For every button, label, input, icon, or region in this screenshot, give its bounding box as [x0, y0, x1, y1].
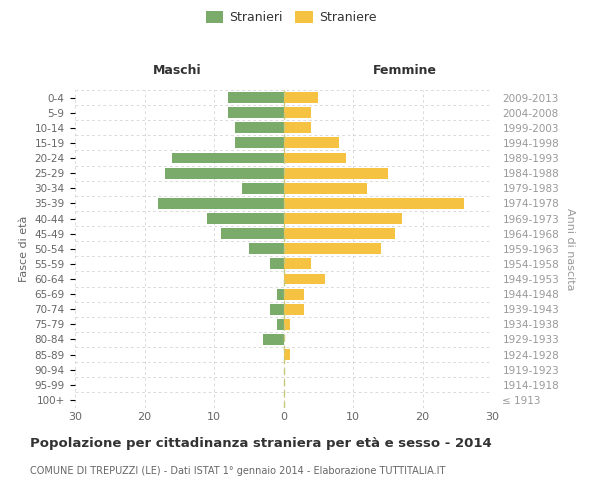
Bar	[284, 319, 290, 330]
Text: Maschi: Maschi	[152, 64, 202, 78]
Bar	[249, 244, 284, 254]
Bar	[284, 183, 367, 194]
Bar	[284, 198, 464, 209]
Bar	[277, 288, 284, 300]
Bar	[172, 152, 284, 164]
Bar	[235, 122, 284, 133]
Text: Popolazione per cittadinanza straniera per età e sesso - 2014: Popolazione per cittadinanza straniera p…	[30, 438, 492, 450]
Bar	[284, 258, 311, 270]
Bar	[166, 168, 284, 178]
Bar	[242, 183, 284, 194]
Bar	[284, 152, 346, 164]
Bar	[277, 319, 284, 330]
Bar	[284, 228, 395, 239]
Bar	[284, 304, 304, 314]
Bar	[269, 258, 284, 270]
Bar	[263, 334, 284, 345]
Bar	[228, 92, 284, 103]
Bar	[284, 213, 401, 224]
Bar	[284, 244, 381, 254]
Bar	[284, 92, 318, 103]
Y-axis label: Fasce di età: Fasce di età	[19, 216, 29, 282]
Bar	[158, 198, 284, 209]
Bar	[284, 107, 311, 118]
Bar	[284, 138, 339, 148]
Y-axis label: Anni di nascita: Anni di nascita	[565, 208, 575, 290]
Bar	[207, 213, 284, 224]
Bar	[284, 274, 325, 284]
Bar	[284, 349, 290, 360]
Bar	[235, 138, 284, 148]
Bar	[284, 288, 304, 300]
Bar	[221, 228, 284, 239]
Bar	[284, 168, 388, 178]
Bar	[284, 122, 311, 133]
Text: COMUNE DI TREPUZZI (LE) - Dati ISTAT 1° gennaio 2014 - Elaborazione TUTTITALIA.I: COMUNE DI TREPUZZI (LE) - Dati ISTAT 1° …	[30, 466, 445, 476]
Bar	[269, 304, 284, 314]
Bar	[228, 107, 284, 118]
Text: Femmine: Femmine	[373, 64, 437, 78]
Legend: Stranieri, Straniere: Stranieri, Straniere	[202, 7, 380, 28]
